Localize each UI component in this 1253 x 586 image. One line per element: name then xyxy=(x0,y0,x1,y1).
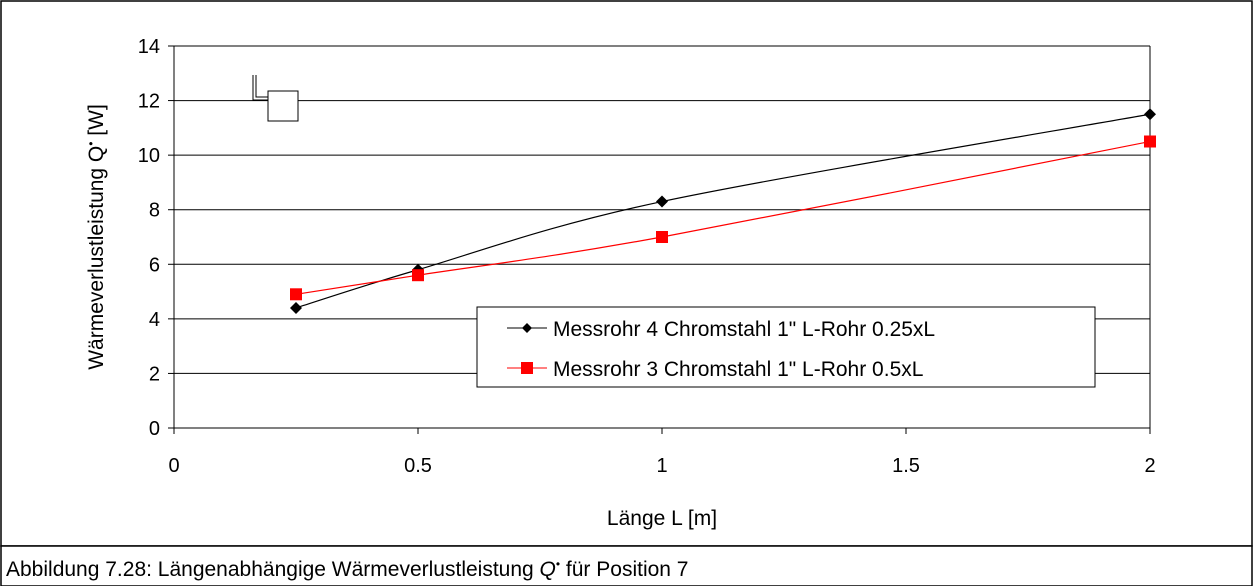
caption-prefix: Abbildung 7.28: Längenabhängige Wärmever… xyxy=(6,558,540,581)
y-axis-title-unit: [W] xyxy=(85,104,108,141)
y-tick-label: 12 xyxy=(138,91,160,113)
y-tick-label: 10 xyxy=(138,145,160,167)
x-tick-marks xyxy=(173,428,1151,434)
data-point-square xyxy=(412,269,424,282)
data-point-square xyxy=(290,288,302,301)
x-axis-title: Länge L [m] xyxy=(607,507,717,530)
series-layer xyxy=(290,108,1156,314)
y-tick-labels: 0 2 4 6 8 10 12 14 xyxy=(138,36,160,440)
x-tick-label: 0 xyxy=(168,455,179,477)
chart-border xyxy=(0,0,1253,547)
y-axis-title-main: Wärmeverlustleistung Q xyxy=(85,146,108,370)
series-2 xyxy=(290,135,1156,301)
pipe-pictogram xyxy=(252,75,299,122)
legend-item-series-2: Messrohr 3 Chromstahl 1" L-Rohr 0.5xL xyxy=(507,358,923,381)
y-tick-label: 0 xyxy=(149,418,160,440)
y-tick-label: 2 xyxy=(149,363,160,385)
x-tick-labels: 0 0.5 1 1.5 2 xyxy=(168,455,1155,477)
y-axis-title-dot: • xyxy=(84,142,98,146)
y-tick-label: 6 xyxy=(149,254,160,276)
x-tick-label: 1 xyxy=(656,455,667,477)
caption-box xyxy=(0,545,1253,586)
caption-suffix: für Position 7 xyxy=(560,558,688,581)
data-point-diamond xyxy=(656,195,668,208)
data-point-square xyxy=(1144,135,1156,148)
caption-dot: • xyxy=(556,557,560,571)
legend: Messrohr 4 Chromstahl 1" L-Rohr 0.25xL M… xyxy=(476,306,1096,388)
series-line-1 xyxy=(295,113,1151,309)
data-point-diamond xyxy=(290,301,302,314)
legend-square-marker xyxy=(521,362,533,374)
series-1 xyxy=(290,108,1156,314)
legend-label-series-2: Messrohr 3 Chromstahl 1" L-Rohr 0.5xL xyxy=(553,358,923,381)
data-point-square xyxy=(656,231,668,243)
x-tick-label: 2 xyxy=(1144,455,1155,477)
x-tick-label: 1.5 xyxy=(892,455,920,477)
data-point-diamond xyxy=(1144,108,1156,121)
y-tick-label: 4 xyxy=(149,309,160,331)
x-tick-label: 0.5 xyxy=(404,455,432,477)
caption-symbol: Q xyxy=(540,558,556,581)
figure-caption: Abbildung 7.28: Längenabhängige Wärmever… xyxy=(6,557,688,581)
legend-diamond-marker xyxy=(522,323,532,333)
legend-box xyxy=(476,306,1096,388)
series-line-2 xyxy=(295,140,1151,295)
y-tick-label: 8 xyxy=(149,200,160,222)
legend-label-series-1: Messrohr 4 Chromstahl 1" L-Rohr 0.25xL xyxy=(553,318,935,341)
y-tick-label: 14 xyxy=(138,36,160,58)
legend-item-series-1: Messrohr 4 Chromstahl 1" L-Rohr 0.25xL xyxy=(507,318,935,341)
y-axis-title: Wärmeverlustleistung Q• [W] xyxy=(84,104,108,370)
